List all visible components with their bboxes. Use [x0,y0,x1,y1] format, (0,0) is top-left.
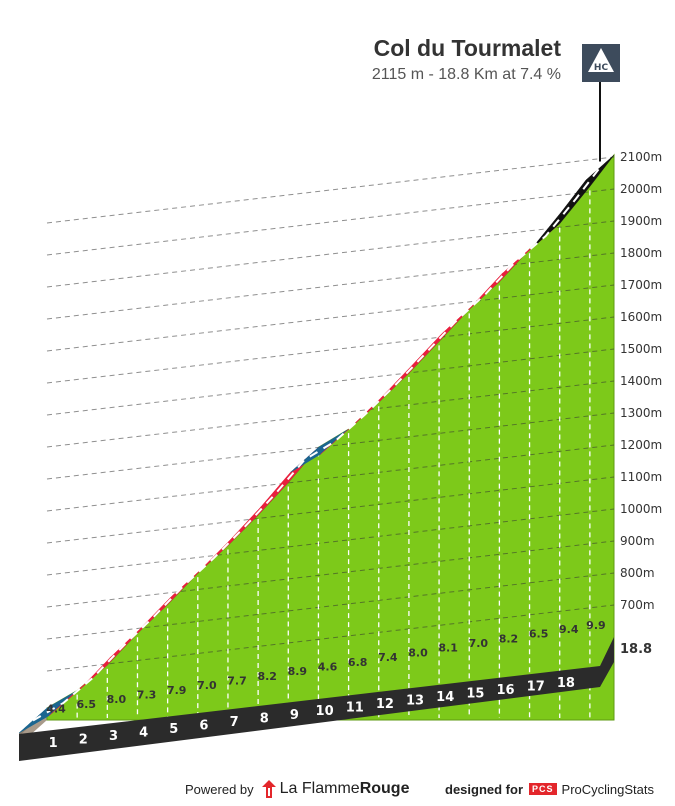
altitude-tick-label: 1300m [620,406,662,420]
km-label: 10 [316,704,334,719]
gradient-label: 8.2 [257,670,277,683]
gradient-label: 8.0 [408,646,428,659]
altitude-tick-label: 1100m [620,470,662,484]
road-centerline [32,166,601,722]
km-lines [76,190,591,718]
altitude-tick-label: 1700m [620,278,662,292]
km-label: 9 [290,708,299,723]
km-label: 8 [260,711,269,726]
flame-rouge-icon [261,780,276,798]
gradient-label: 8.1 [438,642,458,655]
altitude-tick-label: 1600m [620,310,662,324]
km-label: 17 [527,680,545,695]
gradient-label: 7.7 [227,675,247,688]
gradient-label: 8.2 [499,632,519,645]
designed-for: designed for PCS ProCyclingStats [445,778,654,800]
km-label: 11 [346,701,364,716]
gradient-ribbon [18,154,615,734]
altitude-tick-label: 800m [620,566,655,580]
km-label: 2 [79,732,88,747]
gradient-label: 7.4 [378,651,398,664]
km-label: 15 [466,687,484,702]
final-distance-label: 18.8 [620,642,652,657]
km-label: 3 [109,729,118,744]
brand-text-2: Rouge [359,780,410,797]
pcs-logo-icon: PCS [529,783,557,795]
distance-strip [19,637,614,761]
altitude-tick-label: 1200m [620,438,662,452]
km-label: 12 [376,697,394,712]
km-label: 4 [139,725,148,740]
km-label: 13 [406,694,424,709]
km-label: 1 [49,736,58,751]
gradient-label: 7.3 [137,689,157,702]
km-label: 16 [497,683,515,698]
km-label: 6 [199,718,208,733]
altitude-tick-label: 1500m [620,342,662,356]
altitude-tick-label: 1900m [620,214,662,228]
designed-for-label: designed for [445,781,524,797]
gradient-label: 8.9 [288,665,308,678]
gradient-label: 6.5 [76,698,96,711]
flamme-rouge-logo[interactable]: La FlammeRouge [280,780,410,798]
gradient-label: 4.4 [46,703,66,716]
altitude-gridline [46,188,615,256]
altitude-tick-label: 2000m [620,182,662,196]
gradient-label: 9.4 [559,623,579,636]
gradient-label: 6.8 [348,656,368,669]
gradient-label: 4.6 [318,660,338,673]
altitude-tick-label: 1000m [620,502,662,516]
altitude-tick-label: 900m [620,534,655,548]
km-label: 7 [230,715,239,730]
category-marker: HC [582,44,620,162]
gradient-label: 6.5 [529,628,549,641]
gradient-label: 7.9 [167,684,187,697]
altitude-tick-label: 1400m [620,374,662,388]
gradient-label: 8.0 [107,693,127,706]
altitude-gridline [46,156,615,224]
km-label: 5 [169,722,178,737]
altitude-tick-label: 700m [620,598,655,612]
km-label: 18 [557,676,575,691]
altitude-tick-label: 1800m [620,246,662,260]
chart-labels: 700m 800m 900m 1000m 1100m 1200m 1300m 1400m 150… [46,150,662,751]
km-label: 14 [436,690,454,705]
climb-subtitle: 2115 m - 18.8 Km at 7.4 % [371,66,561,83]
hc-label: HC [594,63,609,73]
pcs-link[interactable]: ProCyclingStats [561,781,655,797]
powered-by-label: Powered by [185,781,254,797]
mountain-icon [588,48,614,72]
powered-by: Powered by La FlammeRouge [185,778,409,800]
climb-title: Col du Tourmalet [373,35,561,61]
distance-base [19,637,614,761]
gradient-label: 7.0 [469,637,489,650]
gradient-label: 7.0 [197,679,217,692]
gradient-label: 9.9 [586,619,606,632]
altitude-tick-label: 2100m [620,150,662,164]
brand-text-1: La Flamme [279,780,360,797]
